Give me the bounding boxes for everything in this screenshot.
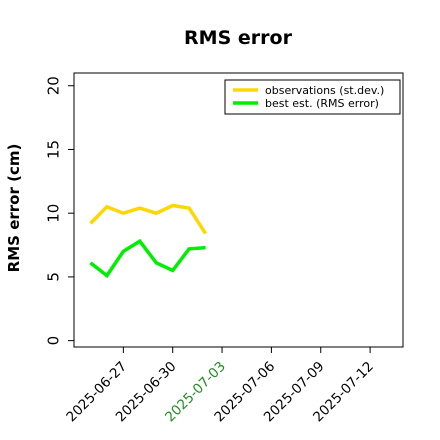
- x-axis-ticks: 2025-06-272025-06-302025-07-032025-07-06…: [63, 347, 377, 425]
- y-axis-ticks: 0 5 10 15 20: [45, 76, 74, 346]
- plot-area: [73, 72, 404, 348]
- series-line-observations: [89, 203, 208, 235]
- y-tick-label: 15: [45, 140, 63, 159]
- y-tick-label: 5: [45, 272, 63, 282]
- y-tick-label: 10: [45, 204, 63, 223]
- legend-entry: observations (st.dev.): [265, 84, 384, 97]
- legend: observations (st.dev.)best est. (RMS err…: [224, 79, 401, 115]
- series-lines: [89, 203, 208, 279]
- y-axis-label: RMS error (cm): [5, 144, 23, 273]
- series-line-best-estimate: [89, 238, 206, 279]
- chart-title: RMS error: [184, 27, 293, 49]
- legend-entry: best est. (RMS error): [265, 97, 379, 110]
- legend-box: [224, 79, 401, 115]
- y-tick-label: 20: [45, 76, 63, 95]
- y-tick-label: 0: [45, 336, 63, 346]
